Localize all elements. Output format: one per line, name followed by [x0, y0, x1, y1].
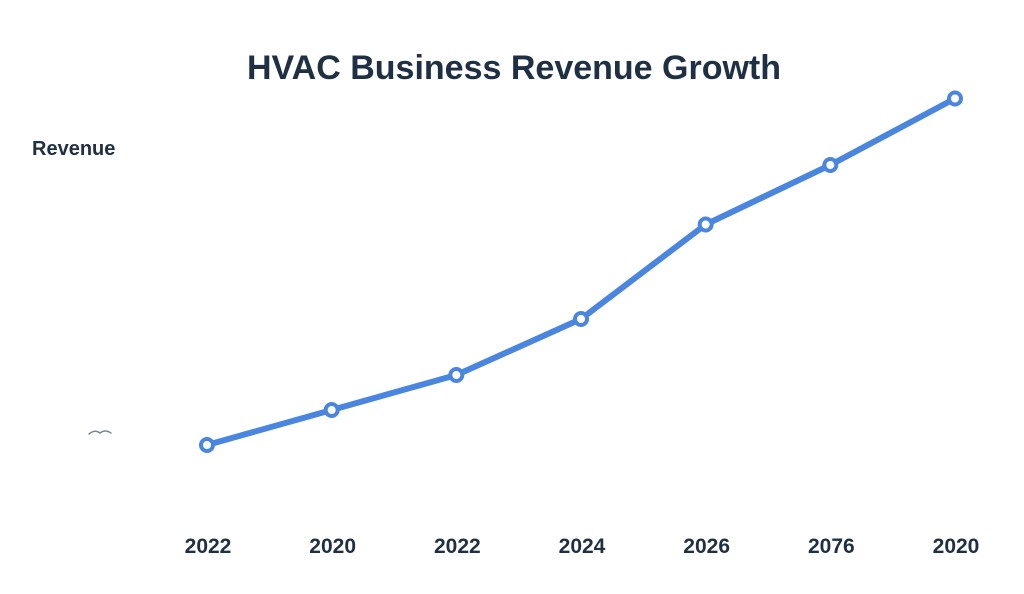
data-point-6 — [947, 90, 963, 107]
series-layer — [199, 90, 963, 453]
data-point-3 — [573, 311, 589, 327]
x-tick-label-3: 2024 — [559, 535, 606, 558]
x-tick-label-1: 2020 — [309, 535, 356, 558]
chart-title: HVAC Business Revenue Growth — [247, 49, 781, 87]
series-line-0 — [204, 95, 958, 448]
x-tick-label-4: 2026 — [683, 535, 730, 558]
data-point-2 — [448, 367, 465, 383]
data-point-5 — [822, 157, 839, 173]
data-point-1 — [323, 402, 340, 418]
x-tick-label-2: 2022 — [434, 535, 481, 558]
x-tick-label-0: 2022 — [185, 535, 232, 558]
x-tick-labels: 2022 2020 2022 2024 2026 2076 2020 — [185, 535, 980, 558]
x-tick-label-6: 2020 — [933, 535, 980, 558]
y-axis-label: Revenue — [32, 138, 115, 160]
x-tick-label-5: 2076 — [808, 535, 855, 558]
data-point-0 — [199, 437, 215, 453]
data-point-4 — [697, 216, 714, 233]
bird-mark — [88, 430, 112, 435]
